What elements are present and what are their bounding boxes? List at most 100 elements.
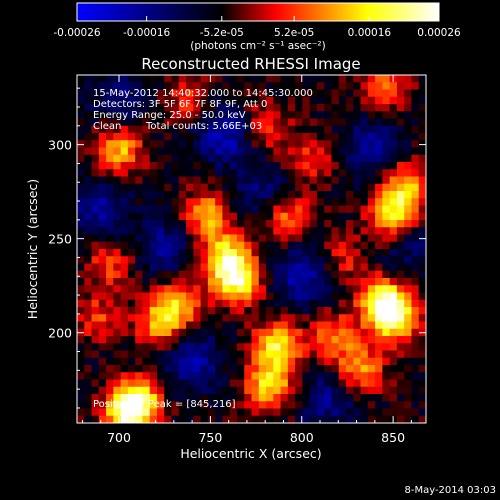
heatmap-cell bbox=[135, 314, 144, 323]
heatmap-cell bbox=[396, 415, 405, 423]
heatmap-cell bbox=[280, 133, 289, 141]
heatmap-cell bbox=[164, 89, 173, 98]
heatmap-cell bbox=[222, 278, 231, 286]
heatmap-cell bbox=[353, 96, 362, 105]
heatmap-cell bbox=[142, 111, 151, 120]
heatmap-cell bbox=[266, 249, 274, 257]
heatmap-cell bbox=[149, 154, 158, 163]
heatmap-cell bbox=[382, 125, 391, 134]
heatmap-cell bbox=[360, 212, 369, 221]
heatmap-cell bbox=[367, 212, 376, 221]
heatmap-cell bbox=[418, 227, 426, 236]
heatmap-cell bbox=[215, 415, 224, 423]
heatmap-cell bbox=[77, 96, 85, 105]
heatmap-cell bbox=[382, 394, 391, 402]
heatmap-cell bbox=[244, 336, 253, 344]
heatmap-cell bbox=[120, 394, 129, 402]
heatmap-cell bbox=[236, 191, 245, 199]
heatmap-cell bbox=[127, 408, 136, 417]
colorbar-tick-label: 0.00026 bbox=[417, 27, 461, 39]
heatmap-cell bbox=[222, 285, 231, 294]
heatmap-cell bbox=[360, 75, 369, 83]
heatmap-cell bbox=[251, 278, 260, 286]
heatmap-cell bbox=[98, 118, 107, 127]
heatmap-cell bbox=[258, 357, 267, 366]
heatmap-cell bbox=[287, 270, 296, 279]
heatmap-cell bbox=[302, 191, 311, 199]
heatmap-cell bbox=[215, 96, 224, 105]
heatmap-cell bbox=[142, 234, 151, 243]
heatmap-cell bbox=[178, 328, 187, 337]
heatmap-cell bbox=[418, 82, 426, 91]
heatmap-cell bbox=[280, 169, 289, 178]
heatmap-cell bbox=[316, 270, 325, 279]
heatmap-cell bbox=[353, 343, 362, 352]
heatmap-cell bbox=[302, 270, 311, 279]
heatmap-cell bbox=[98, 212, 107, 221]
heatmap-cell bbox=[106, 328, 114, 337]
heatmap-cell bbox=[404, 314, 413, 323]
heatmap-cell bbox=[411, 234, 420, 243]
heatmap-cell bbox=[287, 154, 296, 163]
heatmap-cell bbox=[389, 220, 398, 228]
heatmap-cell bbox=[171, 104, 180, 112]
heatmap-cell bbox=[200, 125, 209, 134]
heatmap-cell bbox=[302, 365, 311, 373]
heatmap-cell bbox=[338, 285, 347, 294]
heatmap-cell bbox=[186, 82, 194, 91]
heatmap-cell bbox=[135, 299, 144, 308]
heatmap-cell bbox=[396, 154, 405, 163]
heatmap-cell bbox=[280, 415, 289, 423]
heatmap-cell bbox=[98, 198, 107, 207]
heatmap-cell bbox=[302, 394, 311, 402]
heatmap-cell bbox=[127, 140, 136, 149]
heatmap-cell bbox=[302, 227, 311, 236]
heatmap-cell bbox=[142, 241, 151, 250]
heatmap-cell bbox=[258, 350, 267, 359]
heatmap-cell bbox=[178, 249, 187, 257]
heatmap-cell bbox=[309, 212, 318, 221]
heatmap-cell bbox=[411, 212, 420, 221]
heatmap-cell bbox=[178, 227, 187, 236]
heatmap-cell bbox=[324, 415, 333, 423]
heatmap-cell bbox=[389, 111, 398, 120]
heatmap-cell bbox=[186, 292, 194, 301]
heatmap-cell bbox=[287, 104, 296, 112]
heatmap-cell bbox=[411, 154, 420, 163]
heatmap-cell bbox=[389, 394, 398, 402]
heatmap-cell bbox=[207, 198, 216, 207]
heatmap-cell bbox=[302, 386, 311, 395]
heatmap-cell bbox=[302, 205, 311, 214]
heatmap-cell bbox=[382, 263, 391, 272]
heatmap-cell bbox=[338, 169, 347, 178]
heatmap-cell bbox=[396, 270, 405, 279]
heatmap-cell bbox=[418, 307, 426, 315]
heatmap-cell bbox=[338, 205, 347, 214]
heatmap-cell bbox=[324, 350, 333, 359]
heatmap-cell bbox=[375, 220, 383, 228]
heatmap-cell bbox=[200, 307, 209, 315]
heatmap-cell bbox=[360, 278, 369, 286]
heatmap-cell bbox=[91, 205, 100, 214]
heatmap-cell bbox=[156, 249, 165, 257]
heatmap-cell bbox=[360, 169, 369, 178]
heatmap-cell bbox=[280, 372, 289, 381]
heatmap-cell bbox=[375, 234, 383, 243]
heatmap-cell bbox=[346, 154, 354, 163]
heatmap-cell bbox=[84, 133, 93, 141]
heatmap-cell bbox=[222, 249, 231, 257]
heatmap-cell bbox=[200, 82, 209, 91]
heatmap-cell bbox=[200, 234, 209, 243]
heatmap-cell bbox=[360, 82, 369, 91]
heatmap-cell bbox=[142, 133, 151, 141]
heatmap-cell bbox=[324, 198, 333, 207]
heatmap-cell bbox=[120, 162, 129, 170]
heatmap-cell bbox=[229, 321, 238, 330]
heatmap-cell bbox=[156, 278, 165, 286]
heatmap-cell bbox=[156, 350, 165, 359]
heatmap-cell bbox=[236, 263, 245, 272]
heatmap-cell bbox=[273, 154, 282, 163]
heatmap-cell bbox=[91, 220, 100, 228]
heatmap-cell bbox=[360, 343, 369, 352]
heatmap-cell bbox=[273, 415, 282, 423]
